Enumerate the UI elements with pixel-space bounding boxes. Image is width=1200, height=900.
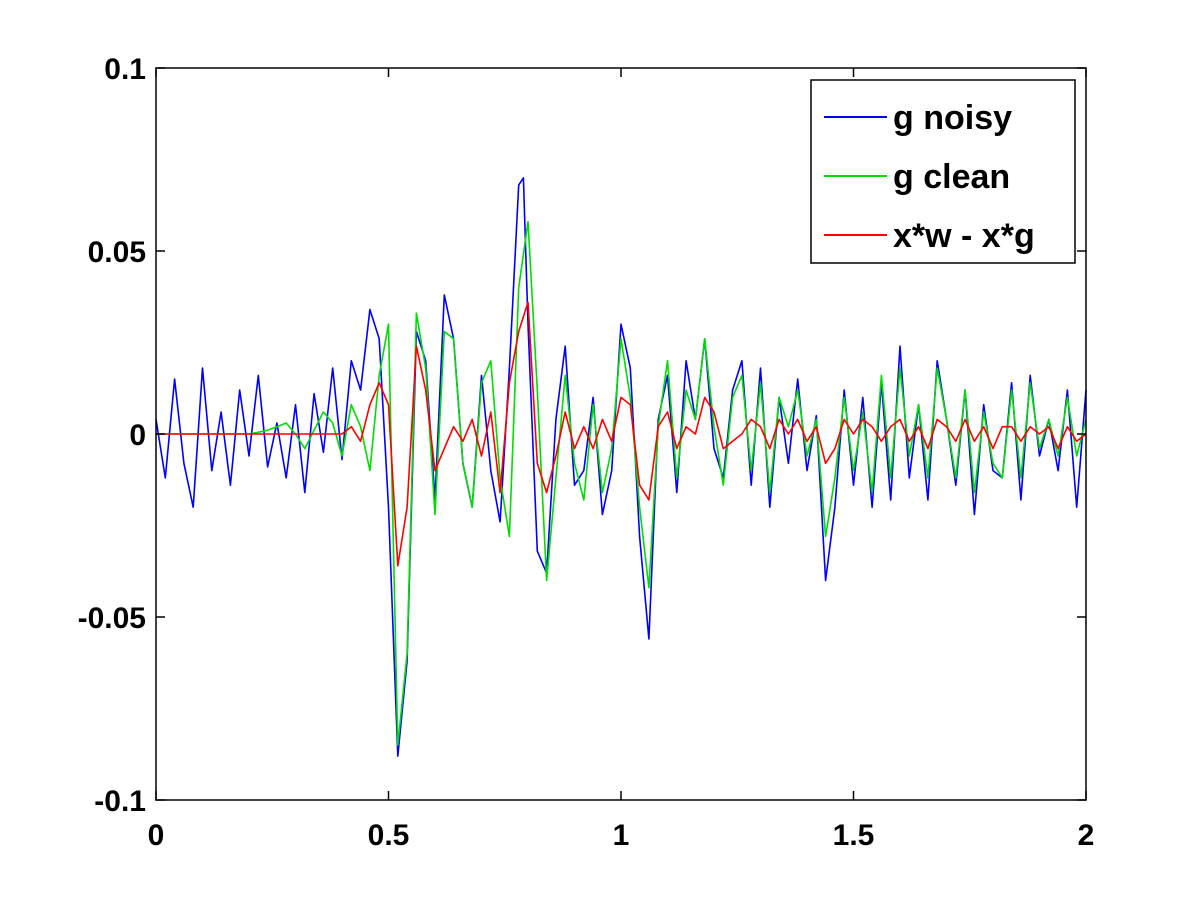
legend-label-g-clean: g clean (893, 158, 1010, 196)
series-line-x-w-x-g (156, 301, 1087, 567)
tick-layer: 0 0.5 1 1.5 2 -0.1 -0.05 0 0.05 0.1 (78, 53, 1095, 852)
x-tick-label: 0.5 (368, 819, 410, 852)
legend-label-difference: x*w - x*g (893, 217, 1035, 255)
legend-label-g-noisy: g noisy (893, 99, 1012, 137)
x-tick-label: 1.5 (833, 819, 875, 852)
y-tick-label: -0.1 (94, 785, 146, 818)
legend: g noisy g clean x*w - x*g (810, 79, 1076, 264)
y-tick-label: 0.1 (104, 53, 146, 86)
y-tick-label: 0 (129, 419, 146, 452)
y-tick-label: -0.05 (78, 602, 146, 635)
y-tick-label: 0.05 (88, 236, 146, 269)
legend-box (810, 79, 1076, 264)
series-layer (155, 177, 1087, 757)
x-tick-label: 1 (613, 819, 630, 852)
x-tick-label: 0 (148, 819, 165, 852)
x-tick-label: 2 (1078, 819, 1095, 852)
series-line-g-clean (156, 220, 1087, 746)
